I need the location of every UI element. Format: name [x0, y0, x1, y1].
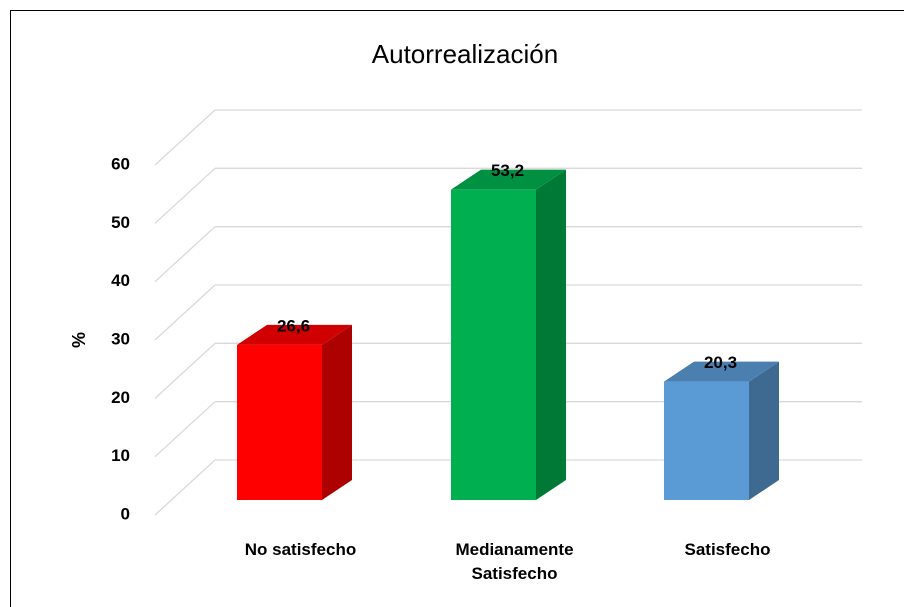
grid-line	[154, 284, 216, 341]
y-tick-label: 0	[121, 504, 130, 523]
bar-top	[237, 324, 352, 345]
x-tick-label: No satisfecho	[244, 540, 357, 559]
grid-line	[154, 342, 216, 399]
y-tick-label: 40	[111, 271, 130, 290]
y-tick-label: 30	[111, 329, 130, 348]
data-label: 26,6	[277, 316, 310, 335]
y-tick-label: 60	[111, 154, 130, 173]
data-label: 20,3	[704, 353, 737, 372]
y-tick-label: 10	[111, 446, 130, 465]
grid-line	[154, 226, 216, 283]
y-axis-label: %	[69, 332, 89, 348]
y-tick-label: 50	[111, 213, 130, 232]
grid-line	[154, 109, 216, 166]
x-tick-label: Satisfecho	[684, 540, 771, 559]
bar-side	[749, 361, 779, 500]
y-tick-label: 20	[111, 388, 130, 407]
bar	[664, 381, 749, 500]
x-tick-label: Medianamente Satisfecho	[455, 540, 574, 583]
chart-border	[10, 10, 904, 607]
data-label: 53,2	[491, 161, 524, 180]
grid-line	[154, 459, 216, 516]
bar-side	[322, 324, 352, 500]
grid-line	[154, 401, 216, 458]
bar	[237, 344, 322, 500]
grid-line	[154, 167, 216, 224]
bar-side	[536, 169, 566, 500]
bar-top	[451, 169, 566, 190]
chart-title: Autorrealización	[372, 39, 558, 69]
bar-top	[664, 361, 779, 382]
bar	[451, 189, 536, 500]
